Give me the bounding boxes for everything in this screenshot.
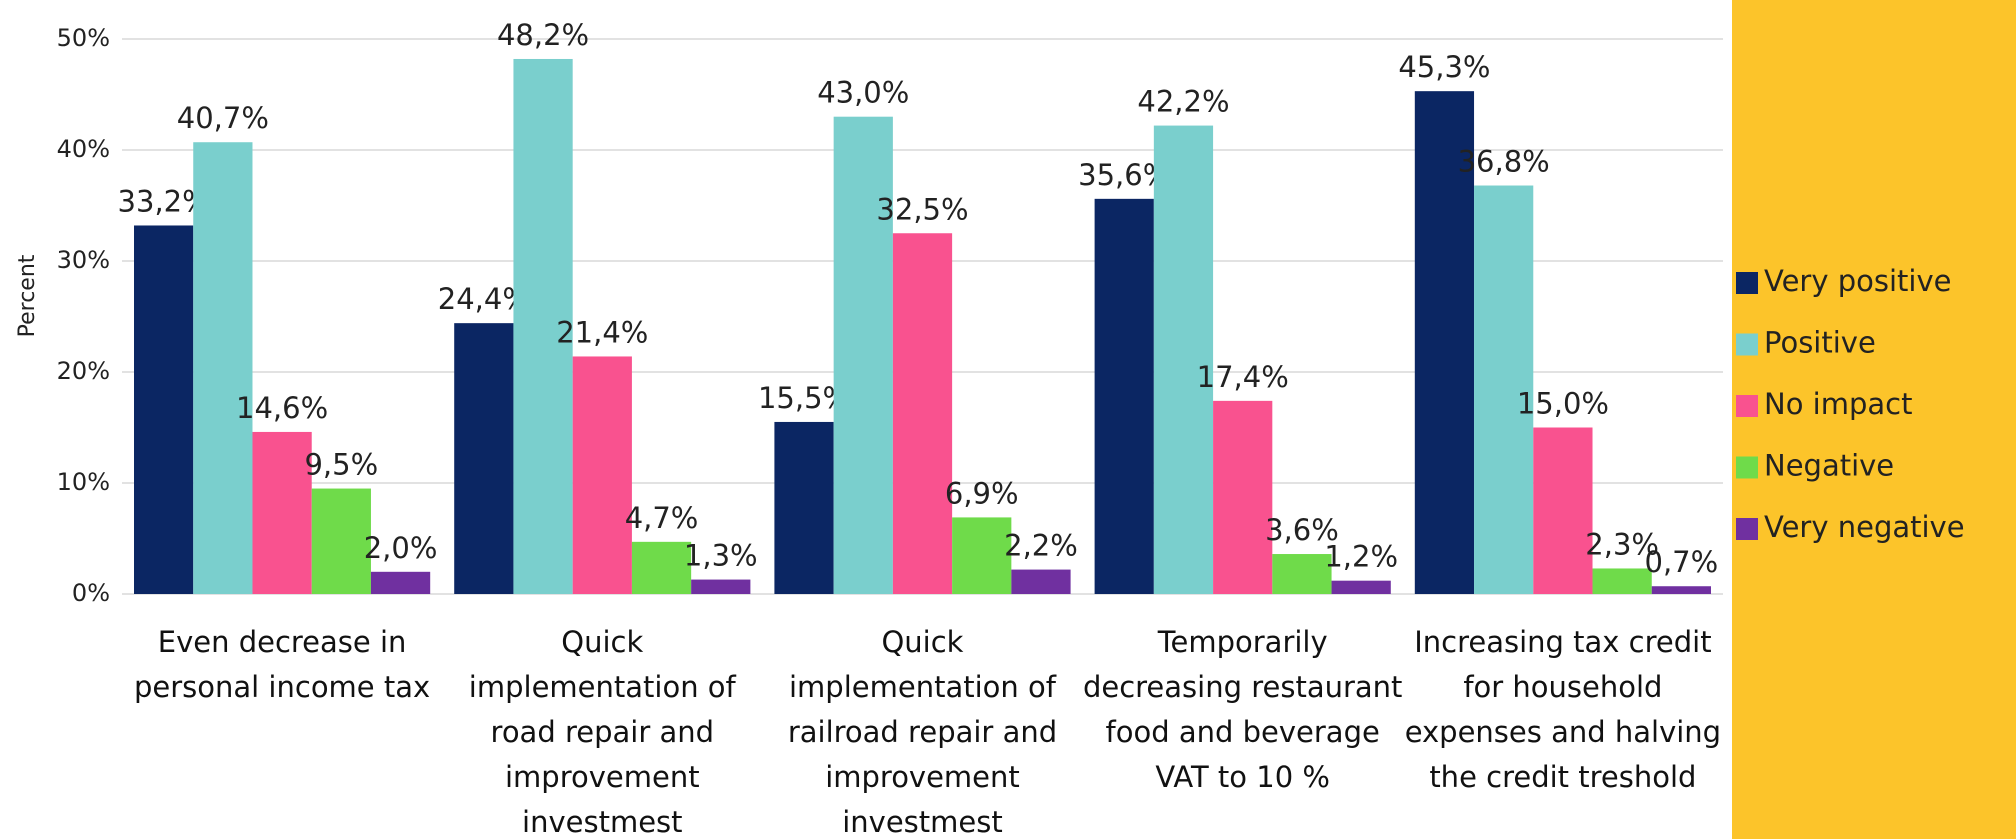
bar [952,517,1012,594]
data-label: 36,8% [1458,145,1550,179]
legend-label: Very positive [1764,264,1951,298]
bar [370,571,431,594]
data-label: 43,0% [817,76,909,110]
legend-label: Very negative [1764,510,1965,544]
bar [193,142,253,595]
bar [252,431,312,594]
bar [631,541,692,594]
bar [1592,568,1652,594]
y-tick-label: 50% [57,24,110,52]
bar [1153,125,1214,594]
bar [311,488,371,594]
y-tick-label: 0% [72,579,110,607]
bar [134,225,194,595]
legend-label: Positive [1764,326,1876,360]
data-label: 3,6% [1265,513,1339,547]
data-label: 21,4% [556,315,648,349]
y-tick-label: 20% [57,357,110,385]
legend-background [1732,0,2016,839]
data-label: 15,0% [1517,387,1609,421]
data-label: 32,5% [876,192,968,226]
bar [1474,185,1534,594]
legend-swatch [1736,395,1758,417]
legend-swatch [1736,333,1758,356]
y-axis-label: Percent [15,254,40,337]
y-tick-label: 10% [57,468,110,496]
legend-swatch [1736,272,1758,294]
data-label: 2,0% [364,531,438,565]
bar [833,116,893,594]
data-label: 1,2% [1324,540,1398,574]
y-tick-label: 40% [57,135,110,163]
data-label: 14,6% [236,391,328,425]
x-tick-label: Temporarily decreasing restaurant food a… [1082,625,1403,794]
bar [1094,198,1154,594]
x-tick-label: Even decrease in personal income tax [133,625,431,704]
bar [1011,569,1071,594]
x-tick-label: Quick implementation of road repair and … [468,625,736,839]
bar [1651,586,1711,594]
data-label: 45,3% [1398,50,1490,84]
bar [513,58,573,595]
bar [1533,427,1593,594]
data-label: 0,7% [1645,545,1719,579]
data-label: 6,9% [945,476,1019,510]
data-label: 2,2% [1004,529,1078,563]
y-tick-label: 30% [57,246,110,274]
bar [1331,580,1391,594]
bar [892,233,953,594]
data-label: 48,2% [497,18,589,52]
data-label: 1,3% [684,539,758,573]
bar [572,356,632,594]
data-label: 42,2% [1137,85,1229,119]
data-label: 2,3% [1585,527,1659,561]
bar [454,323,514,594]
bar [774,421,834,594]
bar [1272,554,1332,594]
data-label: 4,7% [625,501,699,535]
bar [691,579,751,594]
x-tick-label: Quick implementation of railroad repair … [787,625,1058,839]
bar [1213,400,1273,594]
legend-label: No impact [1764,387,1912,421]
x-tick-label: Increasing tax credit for household expe… [1404,625,1722,794]
legend-swatch [1736,456,1758,479]
data-label: 9,5% [304,448,378,482]
bar [1414,91,1475,595]
data-label: 40,7% [177,101,269,135]
data-label: 17,4% [1197,360,1289,394]
legend-label: Negative [1764,449,1894,483]
legend-swatch [1736,518,1758,540]
